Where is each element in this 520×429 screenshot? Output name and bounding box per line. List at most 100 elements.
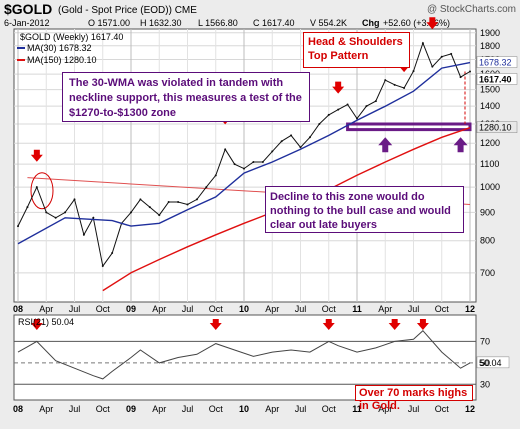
x-tick-label-bottom: 10 bbox=[239, 404, 249, 414]
x-tick-label: Apr bbox=[265, 304, 279, 314]
last-value-tag-bg bbox=[476, 56, 518, 68]
rsi-last-tag bbox=[476, 356, 510, 369]
gold-price-point bbox=[299, 146, 302, 149]
rsi-layer: 50.04 bbox=[17, 329, 510, 380]
price-tick-label: 1100 bbox=[480, 159, 499, 169]
gold-price-point bbox=[318, 122, 321, 125]
gold-price-point bbox=[177, 200, 180, 203]
gold-price-point bbox=[421, 42, 424, 45]
price-tick-label: 1500 bbox=[480, 85, 500, 95]
gold-price-point bbox=[158, 214, 161, 217]
gold-price-point bbox=[233, 163, 236, 166]
last-value-tag: 1617.40 bbox=[476, 73, 518, 85]
gold-price-point bbox=[101, 265, 104, 268]
gold-price-point bbox=[82, 233, 85, 236]
rsi-high-arrow bbox=[322, 319, 335, 330]
x-tick-label: Jul bbox=[69, 304, 81, 314]
gold-price-point bbox=[393, 83, 396, 86]
gold-price-point bbox=[92, 216, 95, 219]
last-value-labels: 1678.32 1617.40 1280.10 bbox=[476, 56, 518, 133]
x-tick-label-bottom: Oct bbox=[322, 404, 337, 414]
price-tick-label: 700 bbox=[480, 268, 495, 278]
gold-price-point bbox=[64, 211, 67, 214]
rsi-last-value: 50.04 bbox=[479, 358, 502, 368]
gold-price-point bbox=[252, 160, 255, 163]
quote-volume: V 554.2K bbox=[310, 18, 347, 28]
price-tick-label: 1800 bbox=[480, 41, 500, 51]
gold-price-point bbox=[346, 103, 349, 106]
gold-price-point bbox=[243, 167, 245, 170]
rsi-tick-label: 70 bbox=[480, 336, 490, 346]
rsi-line bbox=[17, 329, 471, 380]
gold-price-point bbox=[167, 200, 170, 203]
x-tick-label: Oct bbox=[96, 304, 111, 314]
gold-price-point bbox=[186, 203, 189, 206]
price-tick-label: 1900 bbox=[480, 28, 500, 38]
x-axis-labels-middle: 08 Apr Jul Oct 09 Apr Jul Oct 10 Apr Jul Oct 11 Apr Ju… bbox=[13, 304, 475, 314]
chart-subtitle: (Gold - Spot Price (EOD)) CME bbox=[58, 5, 197, 16]
x-tick-label-bottom: Apr bbox=[378, 404, 392, 414]
rsi-high-arrow bbox=[416, 319, 429, 330]
peak-circle bbox=[30, 172, 54, 210]
x-tick-label: 11 bbox=[352, 304, 362, 314]
rsi-label: RSI(21) 50.04 bbox=[18, 317, 74, 327]
gold-price-point bbox=[384, 79, 387, 82]
x-tick-label: Jul bbox=[182, 304, 194, 314]
x-tick-label-bottom: 12 bbox=[465, 404, 475, 414]
gold-price-point bbox=[469, 70, 471, 73]
gold-price-point bbox=[195, 198, 198, 201]
x-tick-label: Oct bbox=[435, 304, 450, 314]
legend-ma150: MA(150) 1280.10 bbox=[27, 55, 97, 65]
gold-price-point bbox=[356, 117, 358, 120]
x-tick-label: Jul bbox=[295, 304, 307, 314]
gold-price-point bbox=[54, 216, 57, 219]
quote-date: 6-Jan-2012 bbox=[4, 18, 50, 28]
last-value-tag-bg bbox=[476, 73, 518, 85]
gold-price-point bbox=[130, 211, 132, 214]
gold-price-point bbox=[290, 134, 293, 137]
legend: $GOLD (Weekly) 1617.40 MA(30) 1678.32 MA… bbox=[17, 32, 123, 65]
legend-ma30: MA(30) 1678.32 bbox=[27, 43, 92, 53]
x-tick-label-bottom: Apr bbox=[152, 404, 166, 414]
last-value-tag: 1280.10 bbox=[476, 121, 518, 133]
x-tick-label: Oct bbox=[209, 304, 224, 314]
ma30-line bbox=[17, 61, 471, 245]
price-panel bbox=[13, 28, 477, 303]
quote-low: L 1566.80 bbox=[198, 18, 238, 28]
gold-price-point bbox=[205, 186, 208, 189]
annotation-decline-zone: Decline to this zone would do nothing to… bbox=[265, 186, 464, 233]
gold-price-point bbox=[45, 211, 48, 214]
rsi-arrow-layer bbox=[30, 319, 429, 330]
x-tick-label: 12 bbox=[465, 304, 475, 314]
price-tick-label: 1400 bbox=[480, 101, 500, 111]
x-tick-label-bottom: 09 bbox=[126, 404, 136, 414]
x-tick-label-bottom: Jul bbox=[69, 404, 81, 414]
support-arrow bbox=[378, 137, 393, 153]
gold-price-point bbox=[403, 86, 406, 89]
x-tick-label-bottom: Oct bbox=[96, 404, 111, 414]
gold-price-point bbox=[214, 174, 217, 177]
x-tick-label-bottom: Jul bbox=[182, 404, 194, 414]
price-tick-label: 1200 bbox=[480, 138, 500, 148]
gold-price-point bbox=[139, 198, 142, 201]
resistance-arrow bbox=[426, 17, 439, 30]
gold-price-point bbox=[327, 113, 330, 116]
support-arrow bbox=[453, 137, 468, 153]
x-tick-label-bottom: Oct bbox=[209, 404, 224, 414]
x-tick-label: 09 bbox=[126, 304, 136, 314]
resistance-arrow bbox=[332, 81, 345, 94]
last-value-tag-text: 1617.40 bbox=[479, 74, 512, 84]
x-tick-label-bottom: Jul bbox=[295, 404, 307, 414]
annotation-30wma: The 30-WMA was violated in tandem with n… bbox=[62, 72, 310, 122]
x-axis-labels-bottom: 08 Apr Jul Oct 09 Apr Jul Oct 10 Apr Jul Oct 11 Apr Ju… bbox=[13, 404, 475, 414]
gold-price-point bbox=[459, 76, 462, 79]
x-tick-label: Jul bbox=[408, 304, 420, 314]
gold-price-point bbox=[26, 206, 29, 209]
rsi-tick-label: 30 bbox=[480, 379, 490, 389]
last-value-tag-text: 1678.32 bbox=[479, 58, 512, 68]
gold-price-point bbox=[73, 198, 76, 201]
gold-price-point bbox=[224, 148, 227, 151]
x-tick-label: Apr bbox=[152, 304, 166, 314]
rsi-grid bbox=[14, 340, 476, 385]
x-tick-label: Apr bbox=[378, 304, 392, 314]
